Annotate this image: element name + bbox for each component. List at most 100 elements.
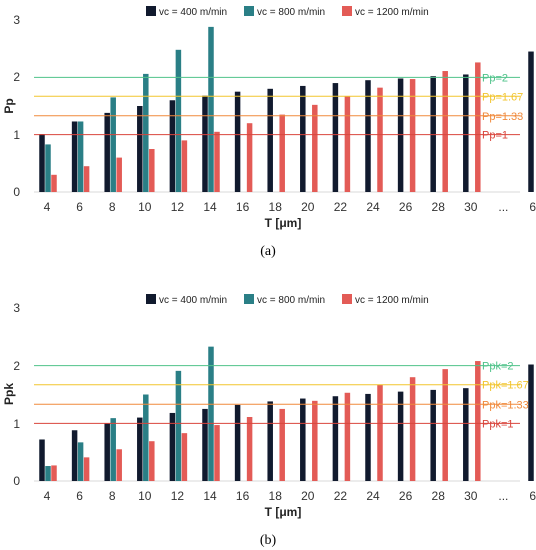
bar-vc400 xyxy=(365,80,371,192)
reference-line-label: Ppk=1.33 xyxy=(482,399,529,411)
legend-label-vc400: vc = 400 m/min xyxy=(159,7,227,18)
bar-vc400 xyxy=(104,112,110,192)
x-tick-label: 26 xyxy=(399,489,413,503)
legend-label-vc800: vc = 800 m/min xyxy=(257,295,325,306)
bar-vc400 xyxy=(39,134,45,192)
bar-vc800 xyxy=(143,73,149,192)
x-tick-label: 10 xyxy=(138,200,152,214)
bar-vc1200 xyxy=(409,79,416,192)
x-tick-label: 18 xyxy=(269,200,283,214)
y-axis-title: Pp xyxy=(2,98,16,113)
bar-vc800 xyxy=(77,121,84,192)
reference-lines: Pp=2 Pp=1.67 Pp=1.33 Pp=1 xyxy=(34,72,523,142)
legend: vc = 400 m/min vc = 800 m/min vc = 1200 … xyxy=(146,6,429,18)
bar-vc1200 xyxy=(344,96,351,192)
x-tick-labels: 4 6 8 10 12 14 16 18 20 22 24 26 28 30... 66 xyxy=(44,200,536,214)
reference-line-label: Pp=1 xyxy=(482,130,508,142)
bar-vc1200 xyxy=(442,71,448,192)
x-tick-label: 30 xyxy=(464,489,478,503)
legend-swatch-vc800 xyxy=(244,294,254,304)
bar-vc800 xyxy=(208,26,214,192)
y-axis-title: Ppk xyxy=(2,383,16,405)
legend-swatch-vc1200 xyxy=(342,294,352,304)
bar-vc1200 xyxy=(377,87,383,192)
legend-label-vc1200: vc = 1200 m/min xyxy=(355,295,429,306)
bar-vc400 xyxy=(430,76,436,192)
reference-line-label: Ppk=1.67 xyxy=(482,380,529,392)
x-tick-label: 4 xyxy=(44,489,51,503)
x-tick-label: 16 xyxy=(236,489,250,503)
x-axis-title: T [μm] xyxy=(265,216,302,230)
ppk-chart-panel: vc = 400 m/min vc = 800 m/min vc = 1200 … xyxy=(2,294,536,548)
bar-vc1200 xyxy=(312,400,318,481)
y-tick-label: 1 xyxy=(13,128,20,142)
x-tick-label: 20 xyxy=(301,200,315,214)
x-tick-label: 24 xyxy=(366,200,380,214)
bar-vc1200 xyxy=(279,114,285,192)
reference-line-label: Pp=2 xyxy=(482,72,508,84)
bar-vc400 xyxy=(332,83,339,192)
bar-vc400 xyxy=(169,412,176,481)
x-tick-label: 12 xyxy=(171,200,185,214)
x-tick-label: 28 xyxy=(432,489,446,503)
bar-vc400 xyxy=(528,51,534,192)
bar-vc400 xyxy=(202,408,208,481)
x-tick-labels: 4 6 8 10 12 14 16 18 20 22 24 26 28 30... 66 xyxy=(44,489,536,503)
bar-vc400 xyxy=(463,388,469,481)
bar-vc400 xyxy=(397,391,404,481)
bar-vc400 xyxy=(300,85,306,192)
y-tick-label: 1 xyxy=(13,417,20,431)
x-tick-label: 22 xyxy=(334,200,348,214)
legend-swatch-vc800 xyxy=(244,6,254,16)
reference-line-label: Ppk=1 xyxy=(482,418,514,430)
x-tick-label: 66 xyxy=(529,200,536,214)
bar-vc400 xyxy=(463,74,469,192)
y-tick-label: 0 xyxy=(13,185,20,199)
x-tick-label: 24 xyxy=(366,489,380,503)
bar-vc400 xyxy=(71,430,78,481)
bar-vc400 xyxy=(137,417,143,481)
bar-vc800 xyxy=(110,97,116,192)
bar-vc400 xyxy=(397,78,404,192)
bar-vc1200 xyxy=(51,174,57,192)
bar-vc400 xyxy=(137,106,143,192)
bar-vc1200 xyxy=(246,416,253,481)
x-tick-label: 22 xyxy=(334,489,348,503)
legend: vc = 400 m/min vc = 800 m/min vc = 1200 … xyxy=(146,294,429,306)
bar-vc400 xyxy=(430,389,436,481)
bar-vc800 xyxy=(208,346,214,481)
y-tick-label: 0 xyxy=(13,474,20,488)
x-tick-label: 14 xyxy=(203,489,217,503)
x-tick-label: 8 xyxy=(109,489,116,503)
bar-vc800 xyxy=(143,394,149,481)
pp-chart-panel: vc = 400 m/min vc = 800 m/min vc = 1200 … xyxy=(2,6,536,259)
bar-vc1200 xyxy=(377,384,383,481)
x-tick-label: 30 xyxy=(464,200,478,214)
x-tick-label: 10 xyxy=(138,489,152,503)
bar-vc1200 xyxy=(214,131,220,192)
bar-vc800 xyxy=(175,49,182,193)
reference-line-label: Pp=1.33 xyxy=(482,111,523,123)
reference-line-label: Ppk=2 xyxy=(482,361,514,373)
bar-vc1200 xyxy=(181,433,188,481)
x-tick-label: ... xyxy=(498,489,508,503)
x-tick-label: 16 xyxy=(236,200,250,214)
x-tick-label: ... xyxy=(498,200,508,214)
bar-vc400 xyxy=(71,121,78,192)
legend-swatch-vc1200 xyxy=(342,6,352,16)
bars xyxy=(39,346,534,481)
bar-vc800 xyxy=(175,370,182,481)
x-tick-label: 8 xyxy=(109,200,116,214)
bar-vc1200 xyxy=(475,361,481,481)
legend-swatch-vc400 xyxy=(146,6,156,16)
bar-vc400 xyxy=(104,423,110,481)
bar-vc400 xyxy=(365,393,371,481)
x-tick-label: 12 xyxy=(171,489,185,503)
bar-vc1200 xyxy=(442,369,448,481)
x-tick-label: 14 xyxy=(203,200,217,214)
bar-vc800 xyxy=(45,466,51,481)
y-tick-label: 2 xyxy=(13,359,20,373)
figure-caption: (a) xyxy=(260,244,276,259)
bar-vc1200 xyxy=(409,377,416,481)
